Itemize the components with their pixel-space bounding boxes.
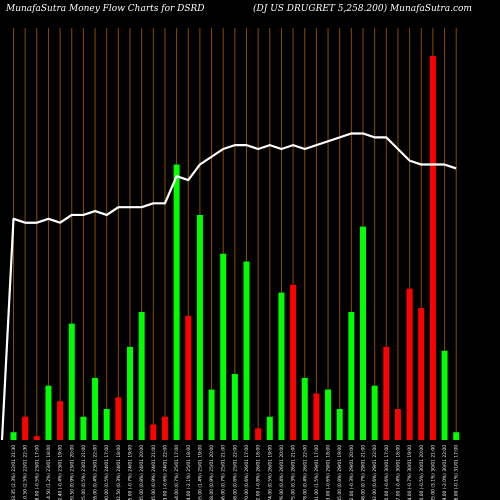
bar-1 (10, 432, 17, 440)
x-tick-label: 1282.00 (-0.3%) 29/01 20:00 (349, 445, 355, 500)
x-tick-label: 1212.40 (-0.4%) 23/01 19:00 (58, 445, 64, 500)
x-tick-label: 1278.00 (0.4%) 26/01 22:00 (302, 445, 308, 500)
x-tick-label: 1243.00 (-0.6%) 24/01 22:00 (162, 445, 168, 500)
x-tick-label: 1225.00 (-0.7%) 24/01 19:00 (128, 445, 134, 500)
x-tick-label: 1268.00 (0.8%) 25/01 22:00 (232, 445, 238, 500)
x-tick-label: 1265.00 (1.4%) 25/01 19:00 (197, 445, 203, 500)
x-tick-label: 1290.00 (-0.6%) 30/01 17:00 (384, 445, 390, 500)
x-tick-label: 1220.50 (0.9%) 23/01 20:00 (69, 445, 75, 500)
bar-16 (185, 315, 192, 440)
bar-9 (103, 408, 110, 440)
chart-title-right: (DJ US DRUGRET 5,258.200) MunafaSutra.co… (253, 4, 472, 14)
bar-25 (290, 284, 297, 440)
x-tick-label: 1278.00 (-0.1%) 31/01 17:00 (454, 445, 460, 500)
bar-2 (22, 416, 29, 440)
x-tick-label: 1210.50 (2.5%) 22/01 22:30 (23, 445, 29, 500)
bar-24 (278, 292, 285, 440)
bar-18 (208, 389, 215, 440)
x-tick-label: 1245.00 (0.9%) 24/01 21:00 (151, 445, 157, 500)
x-tick-label: 1280.00 (-0.5%) 30/01 20:00 (419, 445, 425, 500)
bar-13 (150, 424, 157, 440)
bar-11 (127, 346, 133, 440)
x-tick-label: 1266.00 (0.7%) 25/01 21:00 (221, 445, 227, 500)
x-tick-label: 1276.00 (0.4%) 26/01 20:00 (279, 445, 285, 500)
bar-21 (243, 261, 250, 440)
x-axis-labels: 1243.35 (2.3%) 22/01 21:30 1210.50 (2.5%)… (11, 445, 460, 500)
x-tick-label: 1288.00 (0.7%) 29/01 21:00 (361, 445, 367, 500)
bar-15 (173, 164, 180, 440)
x-tick-label: 1230.00 (0.5%) 24/01 17:00 (104, 445, 110, 500)
x-tick-label: 1283.00 (-0.6%) 29/01 18:00 (326, 445, 332, 500)
x-tick-label: 1254.00 (0.7%) 25/01 17:00 (174, 445, 180, 500)
money-flow-line (0, 132, 457, 441)
x-tick-label: 1287.00 (-0.4%) 30/01 18:00 (395, 445, 401, 500)
bar-7 (80, 416, 87, 440)
bar-3 (33, 436, 40, 440)
x-tick-label: 1225.00 (0.5%) 23/01 21:00 (81, 445, 87, 500)
x-tick-label: 1270.00 (0.6%) 26/01 17:00 (244, 445, 250, 500)
bar-39 (453, 432, 460, 440)
x-tick-label: 1268.00 (0.9%) 25/01 20:00 (209, 445, 215, 500)
bars (10, 55, 460, 440)
bar-5 (57, 401, 64, 440)
x-tick-label: 1305.00 (3.1%) 30/01 21:00 (430, 445, 436, 500)
x-tick-label: 1281.00 (1.5%) 29/01 17:00 (314, 445, 320, 500)
x-tick-label: 1264.00 (-2.1%) 25/01 18:00 (186, 445, 192, 500)
x-tick-label: 1279.00 (-2.0%) 30/01 22:00 (442, 445, 448, 500)
x-tick-label: 1285.00 (0.8%) 29/01 19:00 (337, 445, 343, 500)
x-tick-label: 1208.00 (-0.5%) 23/01 17:00 (34, 445, 40, 500)
bar-38 (441, 350, 448, 440)
bar-8 (92, 377, 99, 440)
x-tick-label: 1292.00 (0.6%) 29/01 22:00 (372, 445, 378, 500)
bar-6 (68, 323, 75, 440)
bar-12 (138, 311, 145, 440)
bar-23 (266, 416, 273, 440)
x-tick-label: 1243.35 (2.3%) 22/01 21:30 (11, 445, 17, 500)
bar-28 (325, 389, 332, 440)
bar-32 (371, 385, 378, 440)
x-tick-label: 1214.50 (1.2%) 23/01 18:00 (46, 445, 52, 500)
x-tick-label: 1228.00 (0.4%) 23/01 22:00 (93, 445, 99, 500)
bar-33 (383, 346, 390, 440)
bar-37 (429, 55, 436, 440)
bar-4 (45, 385, 52, 440)
bar-35 (406, 288, 413, 440)
x-tick-label: 1274.00 (0.5%) 26/01 19:00 (267, 445, 273, 500)
bar-20 (231, 374, 238, 440)
bar-17 (196, 214, 203, 440)
x-tick-label: 1284.00 (-0.7%) 30/01 19:00 (407, 445, 413, 500)
bar-10 (115, 397, 122, 440)
bar-36 (418, 308, 425, 440)
x-tick-label: 1275.00 (0.3%) 26/01 21:00 (291, 445, 297, 500)
x-tick-label: 1235.00 (0.8%) 24/01 20:00 (139, 445, 145, 500)
bar-27 (313, 393, 320, 440)
bar-26 (301, 377, 308, 440)
bar-19 (220, 253, 227, 440)
x-tick-label: 1272.00 (-0.8%) 26/01 18:00 (256, 445, 262, 500)
bar-29 (336, 408, 343, 440)
bar-30 (348, 311, 355, 440)
x-tick-label: 1232.50 (0.3%) 24/01 18:00 (116, 445, 122, 500)
bar-22 (255, 428, 262, 440)
bar-34 (394, 408, 401, 440)
bar-31 (360, 226, 366, 440)
flow-line (0, 132, 457, 441)
chart-title-left: MunafaSutra Money Flow Charts for DSRD (6, 4, 205, 14)
bar-14 (161, 416, 168, 440)
